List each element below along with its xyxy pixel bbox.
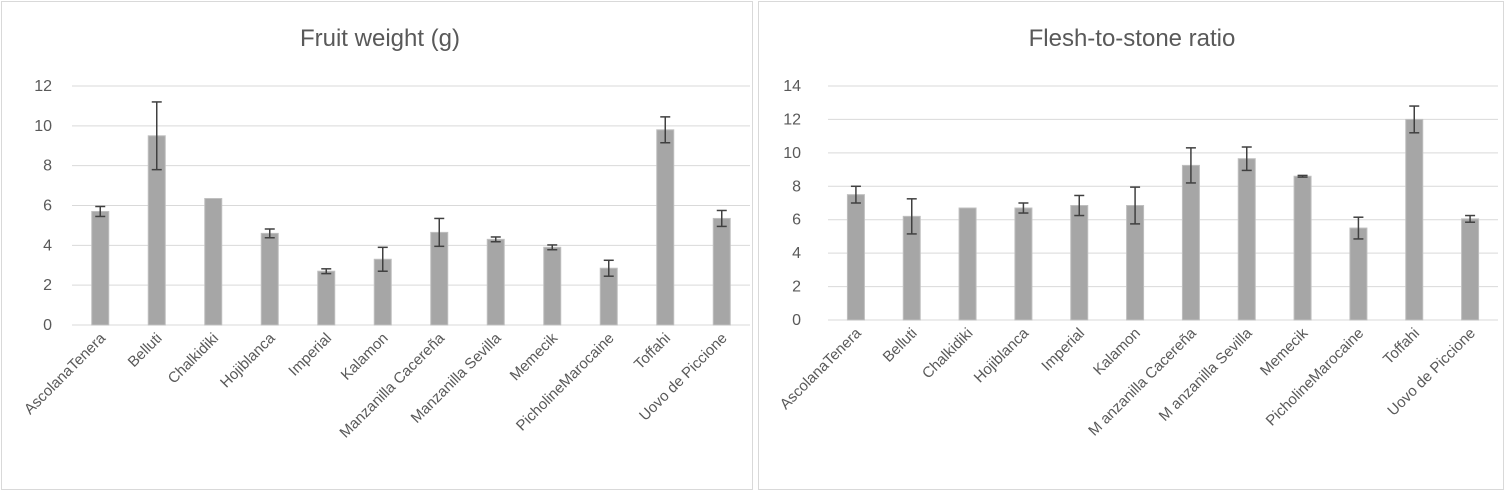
chart-panel-fruit-weight: Fruit weight (g) 0 2 4 6 8 10 12 AscolanaTenera… [1, 1, 753, 490]
x-tick-label: Chalkidiki [165, 330, 222, 387]
y-tick-label: 6 [792, 212, 801, 229]
bar [656, 129, 675, 326]
bar [1349, 227, 1368, 321]
chart-title: Fruit weight (g) [300, 25, 460, 52]
bar [1237, 158, 1256, 321]
x-tick-label: Belluti [125, 330, 166, 371]
bar [543, 246, 562, 326]
x-tick-label: Kalamon [1090, 325, 1144, 379]
y-tick-label: 10 [34, 118, 52, 135]
chart-svg: Fruit weight (g) 0 2 4 6 8 10 12 AscolanaTenera… [21, 25, 750, 441]
x-tick-label: Chalkidiki [919, 325, 976, 382]
y-tick-label: 8 [792, 178, 801, 195]
bar [1070, 205, 1089, 321]
x-tick-label: AscolanaTenera [21, 329, 110, 418]
x-tick-label: AscolanaTenera [777, 324, 866, 413]
bar [846, 194, 865, 321]
x-tick-label: Hojiblanca [217, 329, 279, 391]
x-tick-label: M anzanilla Cacereña [1085, 324, 1200, 439]
x-tick-label: Belluti [880, 325, 921, 366]
y-tick-label: 2 [43, 277, 52, 294]
y-tick-label: 0 [792, 312, 801, 329]
bar [1014, 207, 1033, 321]
bar [1293, 175, 1312, 321]
bar [958, 207, 977, 321]
bar [712, 217, 731, 326]
x-tick-label: Manzanilla Cacereña [336, 329, 448, 441]
x-tick-label: Memecik [507, 329, 562, 384]
x-tick-label: Toffahi [1380, 325, 1423, 368]
y-tick-label: 14 [783, 78, 801, 95]
bar [317, 270, 336, 326]
y-tick-label: 10 [783, 145, 801, 162]
chart-panel-flesh-to-stone: Flesh-to-stone ratio 0 2 4 6 8 10 12 14 Ascolana… [758, 1, 1504, 490]
bar [1181, 164, 1200, 321]
chart-title: Flesh-to-stone ratio [1029, 25, 1236, 52]
y-tick-label: 2 [792, 279, 801, 296]
bar [260, 232, 279, 326]
bar [91, 210, 110, 326]
y-tick-label: 12 [34, 78, 52, 95]
bar [204, 198, 223, 326]
x-tick-label: Memecik [1257, 324, 1312, 379]
bar [1461, 218, 1480, 321]
x-tick-label: M anzanilla Sevilla [1156, 324, 1256, 424]
y-tick-label: 0 [43, 317, 52, 334]
y-tick-label: 8 [43, 158, 52, 175]
y-tick-label: 4 [792, 245, 801, 262]
y-tick-label: 12 [783, 111, 801, 128]
x-tick-label: Imperial [285, 330, 335, 380]
bar [1405, 118, 1424, 321]
x-tick-label: Toffahi [631, 330, 674, 373]
y-tick-label: 6 [43, 198, 52, 215]
x-tick-label: Kalamon [338, 330, 392, 384]
x-tick-label: PicholineMarocaine [1263, 325, 1368, 430]
bar [486, 238, 505, 326]
x-tick-label: Hojiblanca [971, 324, 1033, 386]
x-tick-label: PicholineMarocaine [513, 330, 618, 435]
x-tick-label: Imperial [1038, 325, 1088, 375]
chart-svg: Flesh-to-stone ratio 0 2 4 6 8 10 12 14 Ascolana… [777, 25, 1498, 439]
y-tick-label: 4 [43, 237, 52, 254]
